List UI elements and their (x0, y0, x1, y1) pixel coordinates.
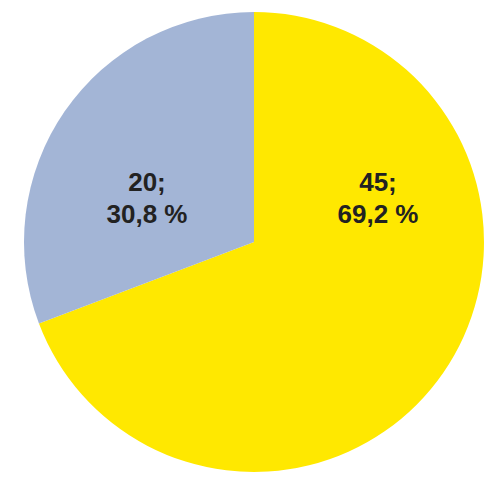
svg-text:20;30,8 %: 20;30,8 % (107, 167, 188, 229)
svg-text:45;69,2 %: 45;69,2 % (338, 167, 419, 229)
